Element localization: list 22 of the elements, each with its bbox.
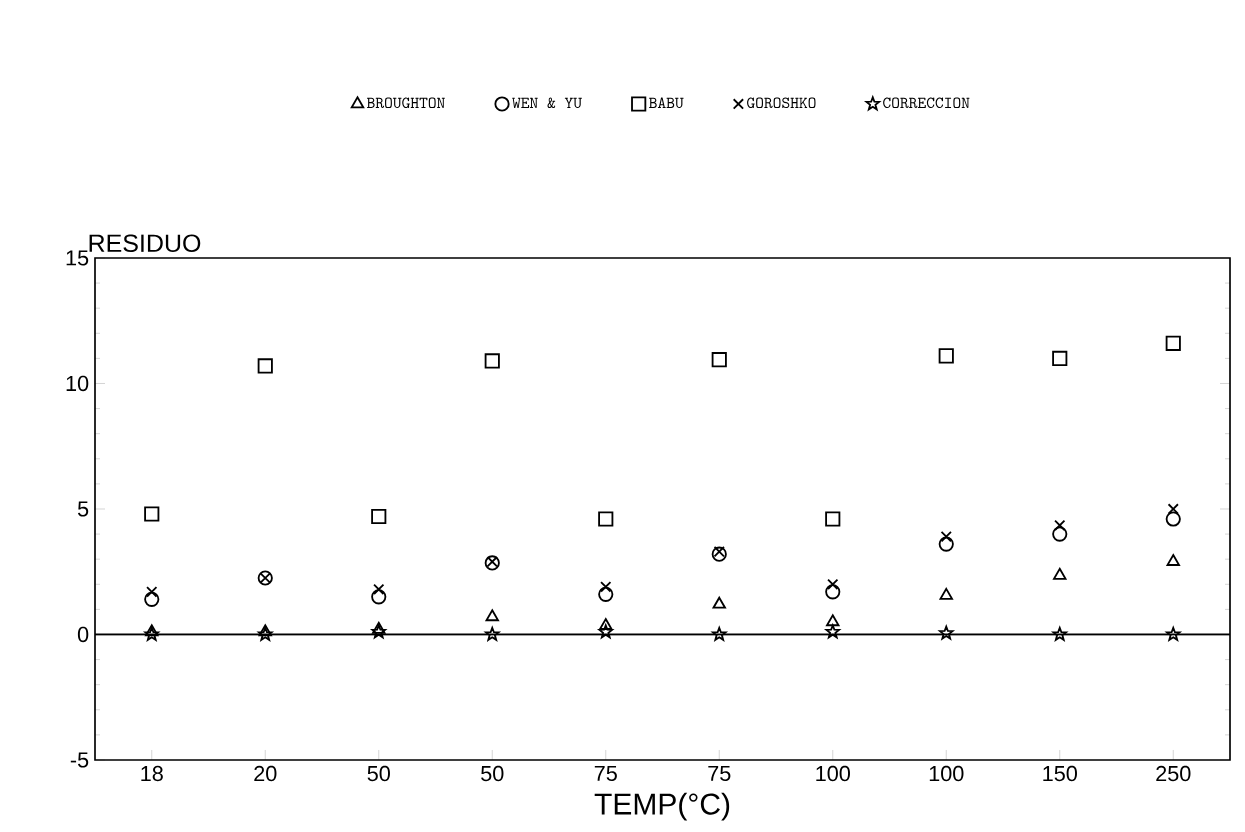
legend-label: WEN & YU: [512, 97, 582, 109]
legend-label: BABU: [649, 97, 684, 109]
x-tick-label: 100: [929, 765, 964, 782]
x-tick-label: 150: [1043, 765, 1077, 782]
legend-label: CORRECCION: [883, 97, 970, 109]
x-tick-label: 50: [481, 765, 504, 782]
y-axis-title: RESIDUO: [89, 234, 201, 253]
x-tick-label: 20: [254, 765, 277, 782]
legend-label: BROUGHTON: [366, 97, 445, 109]
y-tick-label: 5: [77, 501, 89, 517]
y-tick-label: 10: [66, 375, 89, 392]
y-tick-label: 15: [66, 250, 89, 266]
x-tick-label: 18: [141, 765, 163, 782]
x-tick-label: 75: [594, 765, 617, 781]
x-axis-title: TEMP(°C): [594, 792, 730, 821]
x-tick-label: 250: [1156, 765, 1191, 782]
y-tick-label: -5: [70, 752, 89, 768]
x-tick-label: 75: [708, 765, 731, 781]
y-tick-label: 0: [77, 626, 89, 643]
x-tick-label: 50: [367, 765, 390, 782]
x-tick-label: 100: [816, 765, 850, 782]
legend-label: GOROSHKO: [747, 97, 816, 109]
